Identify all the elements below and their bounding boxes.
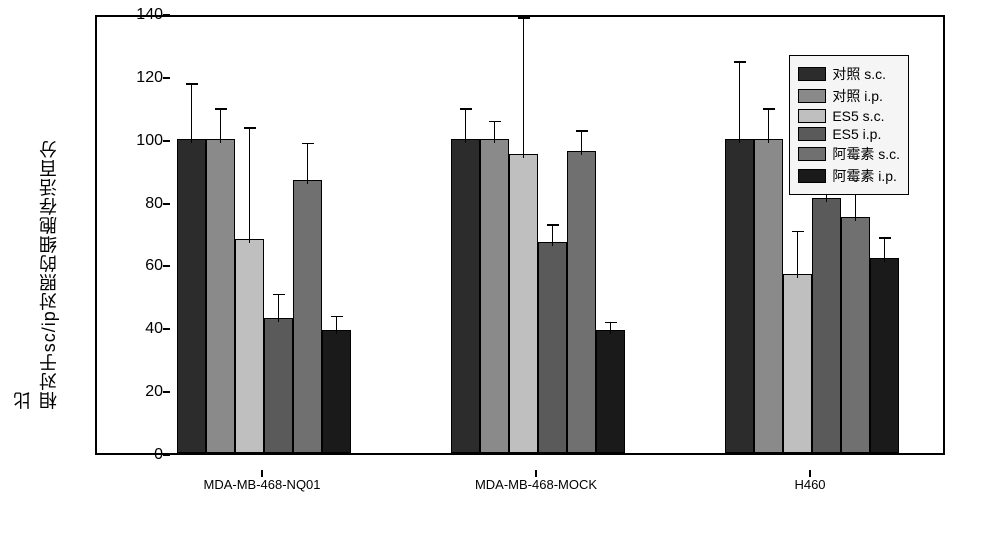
error-bar bbox=[220, 108, 222, 143]
error-cap bbox=[605, 322, 617, 324]
error-cap bbox=[215, 108, 227, 110]
y-tick-mark bbox=[163, 265, 170, 267]
y-tick-mark bbox=[163, 454, 170, 456]
error-bar bbox=[610, 322, 612, 335]
x-tick-mark bbox=[809, 470, 811, 477]
error-bar bbox=[884, 237, 886, 262]
legend-swatch bbox=[798, 127, 826, 141]
y-tick-label: 40 bbox=[131, 320, 163, 338]
legend-item: 对照 s.c. bbox=[798, 64, 900, 84]
y-tick-label: 20 bbox=[131, 383, 163, 401]
x-tick-label: H460 bbox=[794, 477, 825, 492]
error-cap bbox=[302, 143, 314, 145]
x-tick-mark bbox=[261, 470, 263, 477]
error-cap bbox=[547, 224, 559, 226]
legend-label: ES5 s.c. bbox=[832, 108, 884, 124]
error-cap bbox=[518, 17, 530, 19]
legend-swatch bbox=[798, 109, 826, 123]
bar bbox=[264, 318, 293, 453]
bar bbox=[841, 217, 870, 453]
bar bbox=[596, 330, 625, 453]
legend-swatch bbox=[798, 89, 826, 103]
y-tick-mark bbox=[163, 391, 170, 393]
bar bbox=[538, 242, 567, 453]
bar bbox=[322, 330, 351, 453]
error-bar bbox=[307, 143, 309, 184]
legend-swatch bbox=[798, 147, 826, 161]
y-tick-mark bbox=[163, 140, 170, 142]
error-bar bbox=[191, 83, 193, 143]
legend: 对照 s.c.对照 i.p. ES5 s.c. ES5 i.p. 阿霉素 s.c.阿霉… bbox=[789, 55, 909, 195]
y-tick-mark bbox=[163, 77, 170, 79]
error-cap bbox=[734, 61, 746, 63]
error-cap bbox=[460, 108, 472, 110]
error-bar bbox=[278, 294, 280, 322]
y-tick-mark bbox=[163, 328, 170, 330]
x-tick-label: MDA-MB-468-MOCK bbox=[475, 477, 597, 492]
bar bbox=[509, 154, 538, 453]
bar bbox=[567, 151, 596, 453]
error-cap bbox=[576, 130, 588, 132]
legend-label: 阿霉素 s.c. bbox=[832, 144, 900, 164]
error-bar bbox=[249, 127, 251, 243]
error-cap bbox=[792, 231, 804, 233]
x-tick-label: MDA-MB-468-NQ01 bbox=[203, 477, 320, 492]
legend-item: 阿霉素 i.p. bbox=[798, 166, 900, 186]
bar bbox=[754, 139, 783, 453]
bar bbox=[783, 274, 812, 453]
legend-swatch bbox=[798, 67, 826, 81]
y-tick-label: 100 bbox=[131, 132, 163, 150]
y-tick-label: 60 bbox=[131, 257, 163, 275]
bar bbox=[293, 180, 322, 453]
legend-item: ES5 s.c. bbox=[798, 108, 900, 124]
legend-label: ES5 i.p. bbox=[832, 126, 881, 142]
bar bbox=[235, 239, 264, 453]
error-bar bbox=[768, 108, 770, 143]
bar bbox=[451, 139, 480, 453]
legend-item: 阿霉素 s.c. bbox=[798, 144, 900, 164]
legend-item: 对照 i.p. bbox=[798, 86, 900, 106]
error-cap bbox=[244, 127, 256, 129]
bar bbox=[177, 139, 206, 453]
error-cap bbox=[879, 237, 891, 239]
error-bar bbox=[465, 108, 467, 143]
error-cap bbox=[186, 83, 198, 85]
y-tick-mark bbox=[163, 14, 170, 16]
legend-label: 对照 s.c. bbox=[832, 64, 886, 84]
bar bbox=[812, 198, 841, 453]
bar bbox=[870, 258, 899, 453]
error-cap bbox=[331, 316, 343, 318]
legend-label: 阿霉素 i.p. bbox=[832, 166, 897, 186]
legend-swatch bbox=[798, 169, 826, 183]
legend-item: ES5 i.p. bbox=[798, 126, 900, 142]
error-bar bbox=[336, 316, 338, 335]
chart-container: 020406080100120140 MDA-MB-468-NQ01MDA-MB… bbox=[75, 15, 945, 495]
y-tick-label: 80 bbox=[131, 195, 163, 213]
error-bar bbox=[739, 61, 741, 143]
error-cap bbox=[489, 121, 501, 123]
y-tick-label: 120 bbox=[131, 69, 163, 87]
error-cap bbox=[273, 294, 285, 296]
error-bar bbox=[797, 231, 799, 278]
error-bar bbox=[523, 17, 525, 158]
error-bar bbox=[552, 224, 554, 246]
bar bbox=[206, 139, 235, 453]
y-tick-label: 140 bbox=[131, 6, 163, 24]
error-bar bbox=[581, 130, 583, 155]
y-axis-label: 相对于sc/ip对照的细胞存活百分比 bbox=[10, 136, 62, 409]
x-tick-mark bbox=[535, 470, 537, 477]
bar bbox=[480, 139, 509, 453]
error-cap bbox=[763, 108, 775, 110]
y-tick-mark bbox=[163, 203, 170, 205]
legend-label: 对照 i.p. bbox=[832, 86, 883, 106]
y-tick-label: 0 bbox=[131, 446, 163, 464]
error-bar bbox=[494, 121, 496, 143]
bar bbox=[725, 139, 754, 453]
